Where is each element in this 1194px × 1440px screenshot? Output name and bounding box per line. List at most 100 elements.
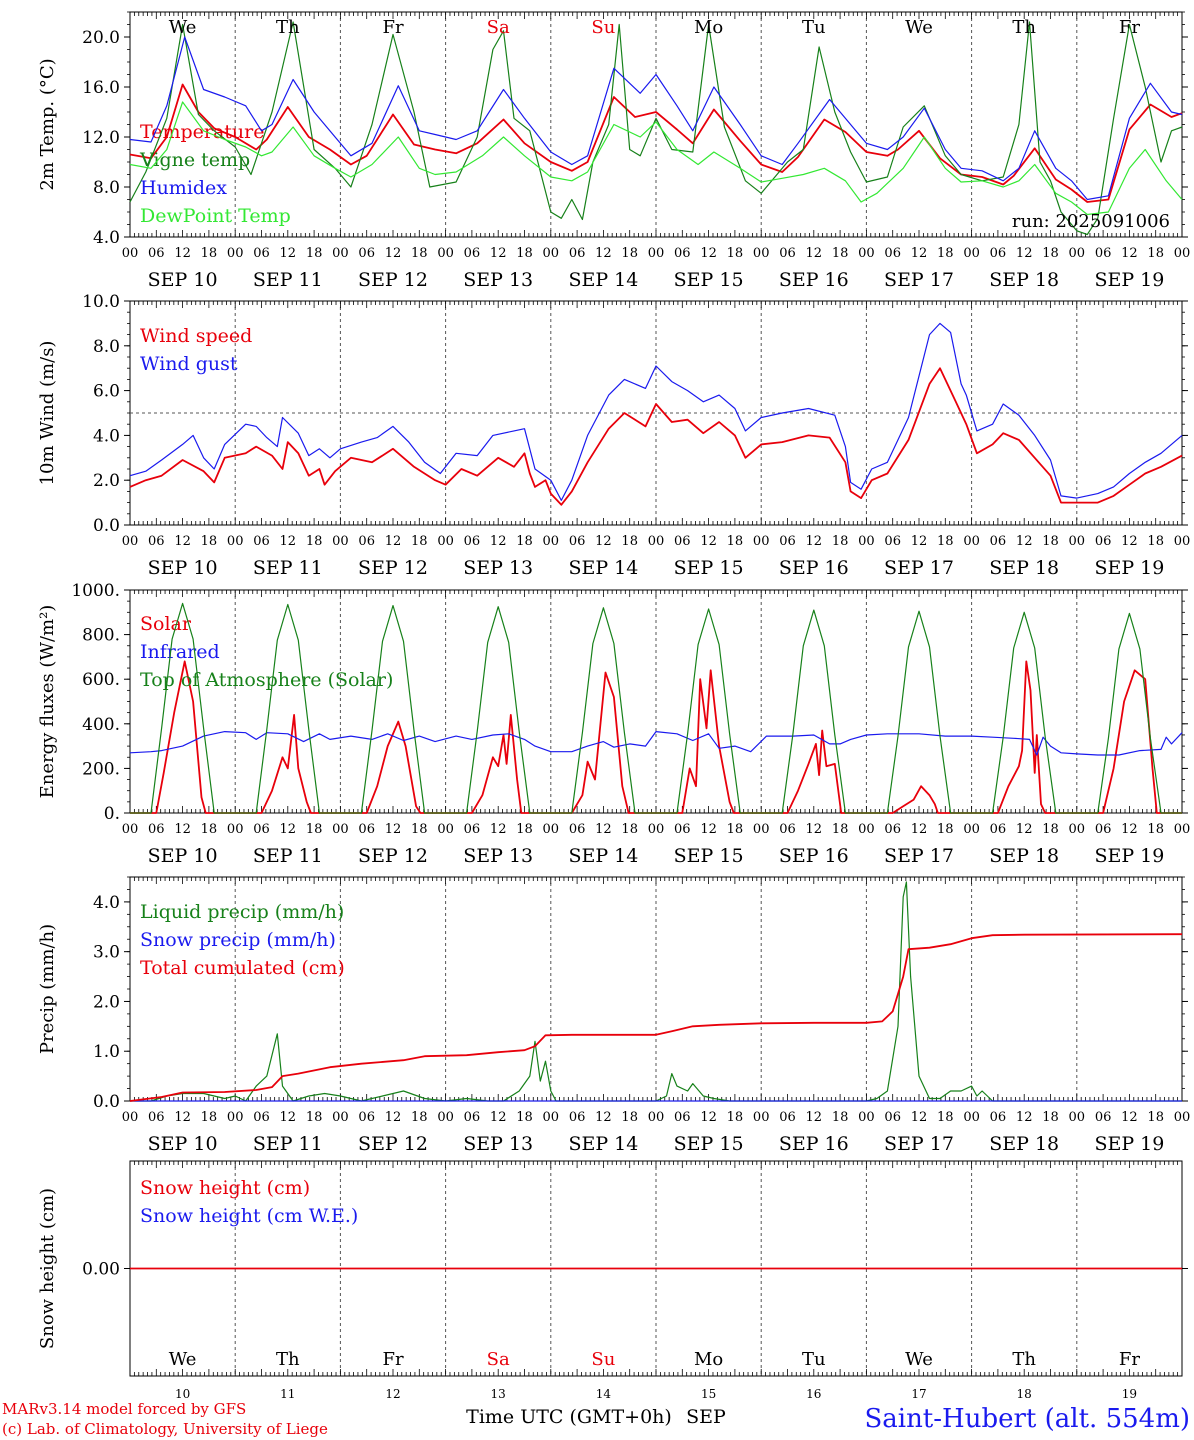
legend-entry: DewPoint Temp [140,205,291,227]
hour-tick-label: 00 [753,822,770,837]
date-label: SEP 13 [463,269,533,291]
hour-tick-label: 18 [832,822,849,837]
hour-tick-label: 12 [385,534,402,549]
hour-tick-label: 18 [411,1110,428,1125]
hour-tick-label: 00 [1069,822,1086,837]
date-label: SEP 18 [989,269,1059,291]
date-label: SEP 15 [674,845,744,867]
hour-tick-label: 06 [253,534,270,549]
time-axis-label: Time UTC (GMT+0h) [466,1406,672,1428]
hour-tick-label: 06 [779,246,796,261]
date-label: SEP 10 [148,845,218,867]
hour-tick-label: 12 [280,246,297,261]
hour-tick-label: 18 [621,822,638,837]
hour-tick-label: 06 [674,534,691,549]
legend-entry: Vigne temp [139,149,250,171]
legend-entry: Snow height (cm W.E.) [140,1205,358,1227]
weekday-label: Tu [802,1349,826,1370]
legend-entry: Snow precip (mm/h) [140,929,336,951]
hour-tick-label: 18 [621,534,638,549]
hour-tick-label: 00 [122,534,139,549]
hour-tick-label: 18 [306,534,323,549]
hour-tick-label: 06 [884,822,901,837]
legend-entry: Infrared [140,641,220,663]
date-label: SEP 17 [884,269,954,291]
hour-tick-label: 18 [1147,822,1164,837]
hour-tick-label: 12 [174,822,191,837]
hour-tick-label: 00 [753,246,770,261]
date-label: SEP 18 [989,557,1059,579]
y-tick-label: 4.0 [93,228,120,248]
date-label: SEP 10 [148,269,218,291]
hour-tick-label: 00 [1069,534,1086,549]
hour-tick-label: 06 [1095,246,1112,261]
run-label: run: 2025091006 [1012,211,1170,232]
date-label: SEP 17 [884,557,954,579]
y-tick-label: 2.0 [93,992,120,1012]
y-tick-label: 8.0 [93,337,120,357]
date-label: SEP 13 [463,845,533,867]
hour-tick-label: 12 [806,534,823,549]
day-number-label: 19 [1122,1387,1137,1401]
hour-tick-label: 06 [990,1110,1007,1125]
hour-tick-label: 18 [1042,822,1059,837]
hour-tick-label: 00 [437,1110,454,1125]
weekday-label: Fr [382,17,403,38]
chart-panel-1: 4.08.012.016.020.02m Temp. (°C) Temperatu… [37,11,1190,291]
hour-tick-label: 12 [1121,822,1138,837]
hour-tick-label: 06 [884,246,901,261]
chart-panel-2: 0.0 2.0 4.0 6.0 8.0 10.0 10m Wind (m/s) Wind sp… [37,292,1190,579]
day-number-label: 17 [911,1387,926,1401]
weekday-label: Su [591,1349,615,1370]
hour-tick-label: 18 [1147,1110,1164,1125]
hour-tick-label: 12 [280,822,297,837]
date-label: SEP 15 [674,1133,744,1155]
hour-tick-label: 06 [253,246,270,261]
series-line-top-of-atmosphere-solar- [130,602,1182,814]
hour-tick-label: 00 [122,1110,139,1125]
day-number-label: 16 [806,1387,821,1401]
y-tick-label: 6.0 [93,382,120,402]
date-label: SEP 12 [358,269,428,291]
hour-tick-label: 06 [674,246,691,261]
date-label: SEP 10 [148,557,218,579]
weekday-label: We [169,17,197,38]
hour-tick-label: 00 [753,1110,770,1125]
hour-tick-label: 12 [280,534,297,549]
hour-tick-label: 18 [621,246,638,261]
hour-tick-label: 06 [674,822,691,837]
weekday-label: We [169,1349,197,1370]
hour-tick-label: 12 [490,246,507,261]
day-number-label: 11 [280,1387,295,1401]
weekday-label: We [905,17,933,38]
hour-tick-label: 00 [122,246,139,261]
hour-tick-label: 00 [227,534,244,549]
hour-tick-label: 00 [858,246,875,261]
hour-tick-label: 00 [858,1110,875,1125]
hour-tick-label: 12 [911,1110,928,1125]
hour-tick-label: 06 [990,534,1007,549]
hour-tick-label: 06 [148,822,165,837]
hour-tick-label: 00 [1174,1110,1191,1125]
hour-tick-label: 12 [1121,246,1138,261]
hour-tick-label: 06 [358,534,375,549]
hour-tick-label: 18 [306,822,323,837]
hour-tick-label: 06 [253,822,270,837]
hour-tick-label: 18 [937,534,954,549]
date-label: SEP 18 [989,1133,1059,1155]
hour-tick-label: 06 [990,246,1007,261]
date-label: SEP 17 [884,1133,954,1155]
hour-tick-label: 18 [1147,246,1164,261]
hour-tick-label: 00 [963,822,980,837]
series-line-infrared [129,731,1183,756]
y-tick-label: 800. [82,626,120,646]
legend-entry: Liquid precip (mm/h) [140,901,344,923]
date-label: SEP 11 [253,269,323,291]
hour-tick-label: 12 [1121,534,1138,549]
hour-tick-label: 06 [990,822,1007,837]
y-tick-label: 20.0 [82,28,120,48]
y-tick-label: 0.0 [93,516,120,536]
hour-tick-label: 06 [779,1110,796,1125]
hour-tick-label: 18 [306,246,323,261]
